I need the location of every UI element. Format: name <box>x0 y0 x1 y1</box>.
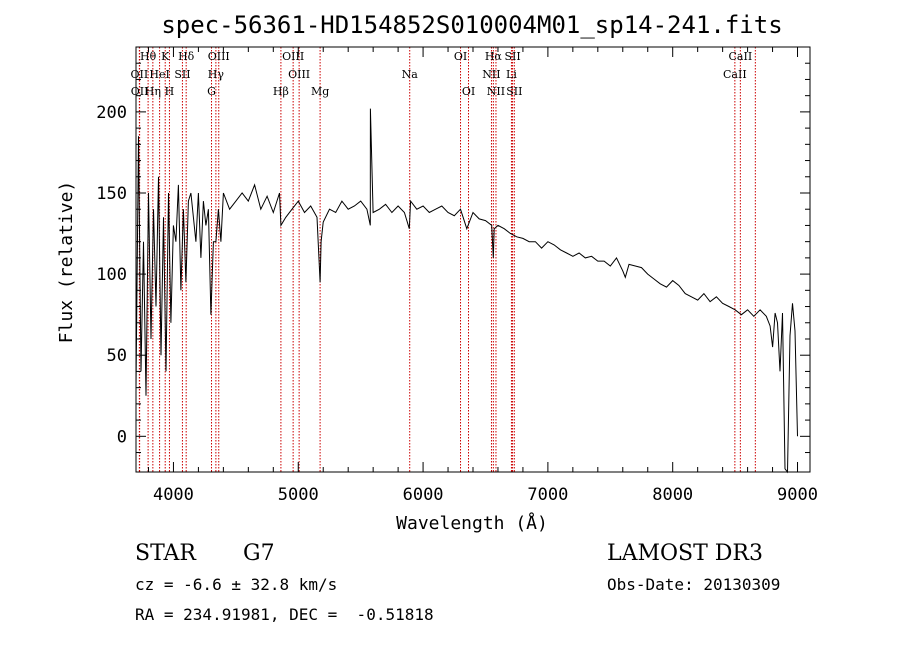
spectral-line-label: Na <box>402 68 419 81</box>
spectral-line-label: OII <box>131 68 149 81</box>
spectral-line-label: CaII <box>743 0 767 3</box>
spectral-line-label: OIII <box>288 68 310 81</box>
spectral-line-label: OIII <box>208 50 230 63</box>
x-tick-label: 8000 <box>652 485 693 505</box>
spectral-line-label: Hθ <box>140 50 157 63</box>
x-tick-label: 9000 <box>777 485 818 505</box>
observation-date: Obs-Date: 20130309 <box>607 575 780 594</box>
spectral-line-markers <box>138 47 756 472</box>
ra-dec: RA = 234.91981, DEC = -0.51818 <box>135 605 434 624</box>
spectral-line-label: G <box>207 85 216 98</box>
spectral-line-label: K <box>161 50 170 63</box>
spectral-line-label: CaII <box>723 68 747 81</box>
spectral-line-label: OI <box>462 85 475 98</box>
spectral-line-label: CaII <box>729 50 753 63</box>
x-tick-label: 7000 <box>527 485 568 505</box>
spectral-line-label: Hγ <box>208 68 225 81</box>
y-tick-label: 200 <box>96 103 127 123</box>
spectral-line-label: SII <box>504 50 520 63</box>
spectral-line-label: Hη <box>145 85 161 98</box>
y-tick-label: 50 <box>107 346 127 366</box>
x-tick-label: 5000 <box>278 485 319 505</box>
plot-frame <box>135 46 811 473</box>
spectral-line-label: SII <box>506 85 522 98</box>
x-tick-label: 4000 <box>153 485 194 505</box>
spectral-line-label: OI <box>454 50 467 63</box>
object-class: STAR <box>135 541 197 566</box>
spectral-line-label: Hα <box>485 50 503 63</box>
y-axis-label: Flux (relative) <box>56 181 77 344</box>
spectral-line-label: Hβ <box>273 85 289 98</box>
x-axis-ticks: 4000 5000 6000 7000 8000 9000 <box>147 47 818 505</box>
spectral-line-label: OIII <box>282 50 304 63</box>
y-tick-label: 0 <box>117 427 127 447</box>
y-axis-ticks: 0 50 100 150 200 <box>96 62 810 454</box>
y-tick-label: 150 <box>96 184 127 204</box>
redshift-cz: cz = -6.6 ± 32.8 km/s <box>135 575 337 594</box>
object-subclass: G7 <box>243 541 275 566</box>
survey-name: LAMOST DR3 <box>607 541 763 566</box>
spectral-line-label: Hδ <box>178 50 195 63</box>
spectral-line-label: NII <box>482 68 500 81</box>
x-axis-label: Wavelength (Å) <box>396 512 548 534</box>
y-tick-label: 100 <box>96 265 127 285</box>
spectral-line-label: NII <box>487 85 505 98</box>
spectral-line-label: Mg <box>311 85 329 98</box>
chart-title: spec-56361-HD154852S010004M01_sp14-241.f… <box>161 11 782 39</box>
spectral-line-label: OII <box>131 85 149 98</box>
spectral-line-label: SII <box>174 68 190 81</box>
x-tick-label: 6000 <box>403 485 444 505</box>
spectral-line-label: Li <box>506 68 517 81</box>
spectral-line-label: H <box>165 85 175 98</box>
spectrum-line <box>135 108 798 474</box>
spectral-line-label: HeI <box>149 68 169 81</box>
